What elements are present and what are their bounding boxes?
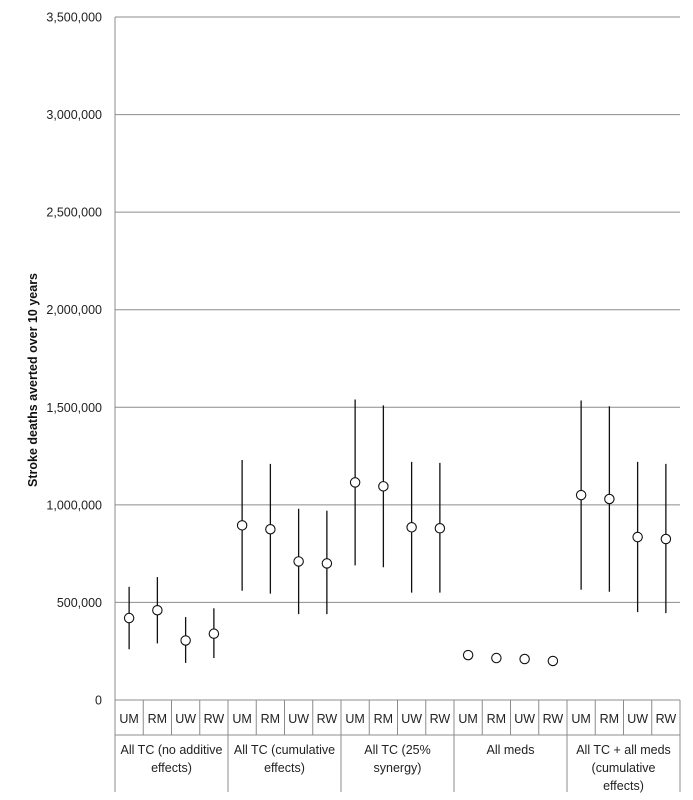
data-point <box>180 635 191 646</box>
sub-category-label: RW <box>317 712 338 726</box>
y-tick-label: 3,500,000 <box>46 11 102 25</box>
sub-category-label: UW <box>627 712 648 726</box>
data-point <box>406 522 417 533</box>
data-point <box>208 628 220 639</box>
y-tick-label: 1,500,000 <box>46 401 102 415</box>
sub-category-label: RM <box>600 712 619 726</box>
group-label: effects) <box>151 761 192 775</box>
data-point <box>491 652 502 664</box>
data-point <box>378 481 389 492</box>
sub-category-label: RM <box>487 712 506 726</box>
data-point <box>575 489 587 501</box>
group-label: All TC (cumulative <box>234 743 335 757</box>
group-label: All TC (25% <box>364 743 430 757</box>
sub-category-label: UW <box>401 712 422 726</box>
sub-category-label: UM <box>345 712 364 726</box>
y-tick-label: 500,000 <box>57 596 102 610</box>
group-label: (cumulative <box>592 761 656 775</box>
y-tick-labels: 0 500,000 1,000,000 1,500,000 2,000,000 2,500… <box>46 11 102 708</box>
data-point <box>293 556 304 567</box>
group-label: All TC (no additive <box>121 743 223 757</box>
sub-category-label: RW <box>543 712 564 726</box>
y-tick-label: 3,000,000 <box>46 108 102 122</box>
data-point <box>236 520 248 531</box>
sub-category-label: RM <box>261 712 280 726</box>
sub-category-label: UW <box>175 712 196 726</box>
gridlines <box>115 16 680 603</box>
y-tick-label: 2,500,000 <box>46 206 102 220</box>
sub-category-label: UW <box>288 712 309 726</box>
data-markers <box>123 477 672 667</box>
x-category-labels: All TC (no additive effects) UM RM UW RW All T… <box>119 712 676 793</box>
sub-category-label: UM <box>571 712 590 726</box>
data-point <box>321 558 333 569</box>
data-point <box>265 523 276 535</box>
error-bars <box>128 399 667 663</box>
sub-category-label: UM <box>458 712 477 726</box>
sub-category-label: UW <box>514 712 535 726</box>
y-tick-label: 0 <box>95 694 102 708</box>
data-point <box>462 649 474 661</box>
data-point <box>123 612 135 624</box>
group-label: effects) <box>603 779 644 793</box>
y-tick-label: 2,000,000 <box>46 303 102 317</box>
group-label: All TC + all meds <box>576 743 671 757</box>
data-point <box>519 653 530 665</box>
data-point <box>349 477 361 488</box>
group-label: effects) <box>264 761 305 775</box>
data-point <box>660 533 672 545</box>
y-axis-label: Stroke deaths averted over 10 years <box>26 273 40 487</box>
data-point <box>547 655 559 667</box>
sub-category-label: UM <box>232 712 251 726</box>
sub-category-label: RW <box>204 712 225 726</box>
data-point <box>434 523 446 534</box>
data-point <box>604 493 615 505</box>
sub-category-label: UM <box>119 712 138 726</box>
sub-category-label: RM <box>374 712 393 726</box>
y-tick-label: 1,000,000 <box>46 498 102 512</box>
sub-category-label: RM <box>148 712 167 726</box>
group-label: All meds <box>487 743 535 757</box>
sub-category-label: RW <box>430 712 451 726</box>
data-point <box>152 604 163 616</box>
data-point <box>632 531 643 543</box>
sub-category-label: RW <box>656 712 677 726</box>
group-label: synergy) <box>374 761 422 775</box>
axes <box>114 17 681 792</box>
